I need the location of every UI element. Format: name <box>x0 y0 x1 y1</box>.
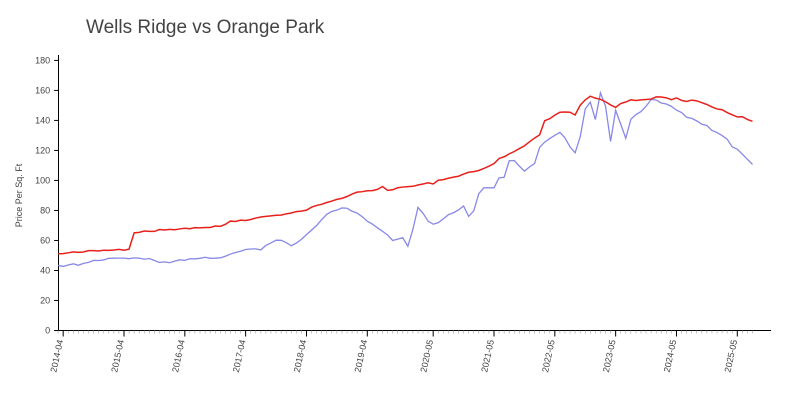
svg-text:180: 180 <box>35 55 50 65</box>
svg-text:Wells Ridge vs Orange Park: Wells Ridge vs Orange Park <box>86 17 325 38</box>
svg-text:120: 120 <box>35 145 50 155</box>
svg-text:40: 40 <box>40 265 50 275</box>
svg-text:20: 20 <box>40 295 50 305</box>
svg-text:100: 100 <box>35 175 50 185</box>
svg-text:160: 160 <box>35 85 50 95</box>
svg-text:140: 140 <box>35 115 50 125</box>
svg-text:Price Per Sq. Ft: Price Per Sq. Ft <box>14 163 24 227</box>
svg-text:80: 80 <box>40 205 50 215</box>
svg-text:60: 60 <box>40 235 50 245</box>
svg-text:0: 0 <box>45 326 50 336</box>
